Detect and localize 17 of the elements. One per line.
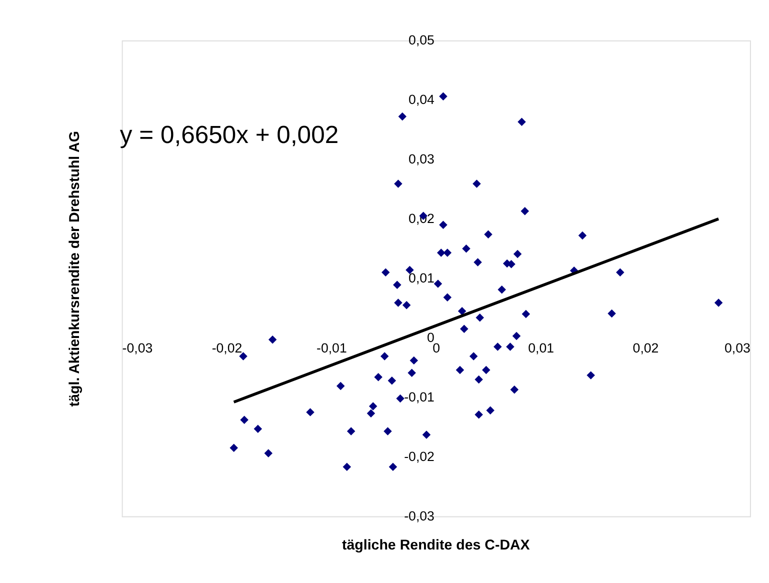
y-tick-label: 0,01: [408, 270, 434, 286]
y-tick-label: 0,03: [408, 152, 434, 167]
y-tick-label: 0,04: [408, 92, 436, 108]
x-tick-label: 0,01: [528, 340, 554, 356]
y-tick-label: -0,02: [404, 449, 434, 464]
y-tick-label: 0: [427, 330, 434, 346]
x-tick-label: -0,02: [212, 340, 242, 356]
y-tick-label: -0,01: [404, 390, 434, 405]
y-tick-label: 0,05: [408, 32, 434, 48]
x-tick-label: 0,03: [724, 340, 750, 356]
x-tick-label: 0,02: [632, 340, 659, 356]
x-tick-label: -0,03: [122, 340, 153, 356]
y-tick-label: -0,03: [404, 508, 434, 524]
y-axis-title: tägl. Aktienkursrendite der Drehstuhl AG: [66, 131, 83, 407]
annotation: y = 0,6650x + 0,002: [120, 122, 339, 150]
x-axis-title: tägliche Rendite des C-DAX: [342, 538, 530, 554]
x-tick-label: -0,01: [316, 340, 347, 356]
